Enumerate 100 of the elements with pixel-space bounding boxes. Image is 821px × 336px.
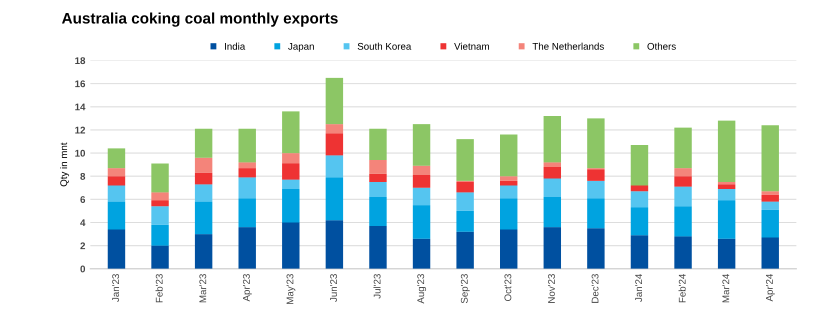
bar	[587, 169, 605, 181]
bar	[762, 194, 779, 202]
bar	[587, 118, 605, 168]
y-tick-label: 2	[80, 242, 86, 250]
x-tick-label: Jul'23	[373, 274, 381, 299]
bar	[718, 120, 736, 182]
x-tick-label: Apr'24	[766, 274, 775, 302]
bar	[151, 192, 169, 201]
bar	[326, 124, 344, 134]
bar	[718, 238, 736, 269]
bar	[500, 185, 518, 198]
bar	[456, 192, 474, 211]
x-tick-label: Oct'23	[504, 274, 512, 301]
bar	[718, 188, 736, 201]
x-tick-label: Jan'23	[112, 274, 120, 302]
bar	[412, 175, 430, 188]
bar	[194, 184, 212, 202]
bar	[369, 197, 387, 226]
bar	[108, 185, 126, 202]
bar	[674, 176, 692, 187]
bar	[412, 124, 430, 166]
bar	[238, 198, 256, 228]
bar	[456, 232, 474, 269]
bar	[412, 205, 430, 239]
bar	[108, 168, 126, 176]
bar	[544, 227, 562, 269]
legend-label: South Korea	[358, 42, 412, 50]
bar	[326, 133, 344, 156]
bar	[326, 78, 344, 124]
bar	[194, 172, 212, 184]
bar	[151, 246, 169, 269]
bar	[108, 148, 126, 168]
bar	[630, 191, 648, 208]
bar	[326, 155, 344, 178]
y-tick-label: 12	[75, 126, 86, 134]
y-tick-label: 6	[80, 196, 86, 203]
legend-label: Others	[647, 42, 676, 50]
bar	[282, 163, 300, 180]
x-tick-label: Jan'24	[635, 274, 642, 302]
bar	[238, 168, 256, 178]
x-tick-label: May'23	[286, 274, 296, 304]
bar	[238, 177, 256, 198]
bar	[762, 238, 779, 269]
y-tick-label: 4	[80, 219, 86, 226]
y-tick-label: 14	[75, 104, 86, 110]
bar	[674, 128, 692, 168]
x-tick-label: Mar'23	[199, 274, 206, 302]
x-tick-label: Nov'23	[548, 274, 555, 303]
x-tick-label: Feb'24	[678, 274, 686, 302]
bar	[412, 188, 430, 206]
bar	[194, 202, 212, 234]
bar	[108, 229, 126, 269]
bar	[674, 186, 692, 206]
bar	[369, 182, 387, 198]
bar	[456, 210, 474, 232]
bar	[762, 210, 779, 238]
bar	[369, 174, 387, 182]
bar	[630, 207, 648, 236]
bar	[194, 128, 212, 158]
bar	[369, 226, 387, 269]
bar	[630, 144, 648, 186]
legend-label: India	[225, 42, 246, 50]
bar	[500, 134, 518, 176]
y-tick-label: 8	[80, 172, 86, 180]
bar	[544, 116, 562, 162]
bar	[500, 176, 518, 181]
x-tick-label: Jun'23	[330, 274, 337, 302]
chart-title: Australia coking coal monthly exports	[62, 12, 338, 27]
bar	[587, 198, 605, 228]
bar	[762, 125, 779, 192]
y-axis-title: Qty in mnt	[60, 142, 70, 186]
bar	[412, 238, 430, 269]
bar	[544, 197, 562, 228]
bar	[456, 139, 474, 181]
bar	[587, 180, 605, 198]
y-tick-label: 10	[75, 150, 86, 157]
bar	[282, 180, 300, 189]
bar	[238, 227, 256, 269]
y-tick-label: 18	[75, 57, 86, 64]
bar	[151, 206, 169, 225]
bar	[630, 235, 648, 269]
bar	[194, 234, 212, 269]
bar	[326, 220, 344, 269]
x-tick-label: Apr'23	[242, 274, 252, 302]
bar	[108, 176, 126, 186]
bar	[500, 229, 518, 269]
bar	[282, 153, 300, 164]
bar	[238, 128, 256, 162]
bar	[718, 200, 736, 239]
x-tick-label: Aug'23	[417, 274, 426, 304]
bar	[718, 184, 736, 189]
bar	[500, 180, 518, 186]
bar	[108, 202, 126, 230]
bar	[369, 160, 387, 174]
x-tick-label: Feb'23	[156, 274, 163, 302]
bar	[587, 228, 605, 269]
bar	[282, 188, 300, 223]
bar	[544, 162, 562, 167]
x-tick-label: Dec'23	[592, 274, 598, 303]
bar	[151, 224, 169, 246]
